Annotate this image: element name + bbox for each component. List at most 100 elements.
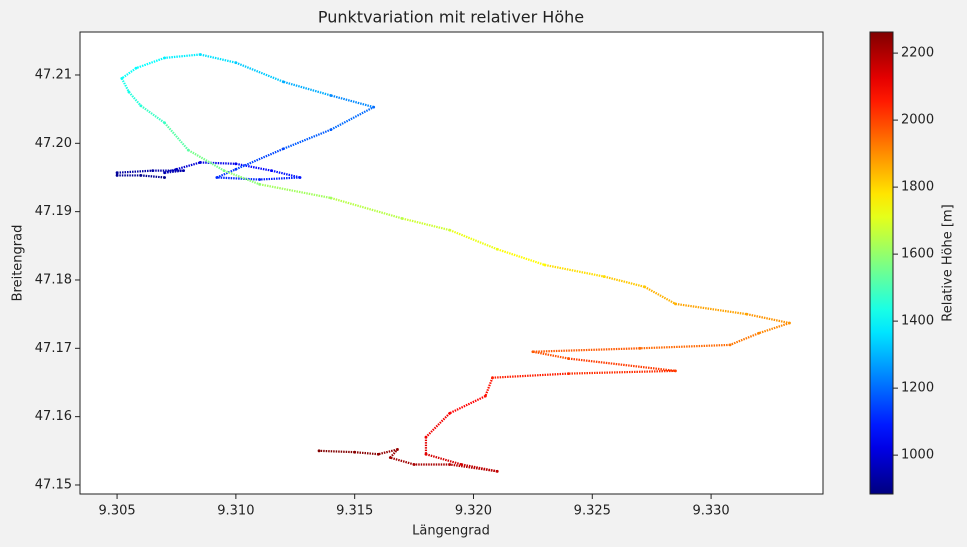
point	[638, 346, 642, 350]
track-segment	[389, 448, 399, 459]
colorbar-tick-label: 2200	[901, 46, 934, 61]
track-segment	[117, 169, 153, 174]
track-segment	[544, 263, 605, 278]
track-segment	[484, 377, 494, 397]
track-segment	[283, 80, 332, 97]
point	[298, 176, 302, 179]
colorbar-tick-label: 2000	[901, 113, 934, 128]
colorbar	[869, 31, 894, 495]
colorbar-tick-label: 1000	[901, 448, 934, 463]
colorbar-label: Relative Höhe [m]	[941, 204, 956, 321]
point	[258, 178, 262, 181]
track-segment	[378, 448, 398, 456]
y-tick-label: 47.17	[35, 341, 72, 356]
point	[460, 463, 463, 466]
colorbar-tick-label: 1800	[901, 180, 934, 195]
point	[234, 167, 238, 171]
x-tick-label: 9.315	[336, 504, 373, 519]
point	[745, 312, 749, 316]
y-tick-label: 47.21	[35, 67, 72, 82]
track-segment	[568, 369, 676, 375]
point	[567, 372, 570, 375]
chart-title: Punktvariation mit relativer Höhe	[318, 8, 584, 27]
point	[788, 321, 791, 325]
track-segment	[492, 372, 569, 379]
point	[186, 148, 190, 152]
track-segment	[425, 453, 462, 466]
point	[115, 174, 119, 177]
point	[182, 169, 185, 173]
track-segment	[425, 412, 451, 438]
track-segment	[187, 149, 225, 172]
point	[495, 469, 499, 473]
point	[163, 56, 166, 60]
point	[412, 463, 416, 466]
track-segment	[163, 122, 190, 151]
y-axis-label: Breitengrad	[11, 225, 26, 302]
track-segment	[164, 168, 177, 174]
track-segment	[330, 106, 375, 131]
track-segment	[140, 174, 165, 179]
track-segment	[401, 217, 450, 232]
point	[424, 452, 428, 456]
y-tick-label: 47.20	[35, 136, 72, 151]
point	[388, 456, 392, 460]
point	[139, 104, 143, 108]
point	[483, 394, 487, 398]
y-tick-label: 47.15	[35, 477, 72, 492]
colorbar-tick-label: 1400	[901, 314, 934, 329]
track-segment	[128, 91, 142, 107]
track-segment	[200, 161, 236, 165]
point	[281, 147, 285, 151]
point	[270, 169, 273, 173]
point	[448, 411, 452, 415]
point	[198, 53, 202, 56]
track-segment	[449, 229, 498, 251]
point	[120, 76, 124, 80]
x-tick-label: 9.310	[217, 504, 254, 519]
point	[372, 105, 376, 109]
point	[329, 196, 333, 200]
point	[329, 94, 333, 97]
track-segment	[199, 53, 237, 64]
x-tick-label: 9.330	[692, 504, 729, 519]
point	[163, 176, 166, 179]
point	[115, 171, 119, 175]
point	[674, 302, 677, 306]
x-tick-label: 9.325	[574, 504, 611, 519]
track-segment	[729, 332, 760, 346]
track-segment	[120, 77, 130, 93]
track-segment	[758, 321, 790, 335]
track-segment	[318, 449, 355, 454]
point	[424, 435, 428, 439]
point	[163, 121, 166, 125]
track-segment	[532, 347, 640, 353]
point	[215, 176, 219, 179]
point	[448, 228, 452, 232]
track-segment	[532, 350, 569, 360]
track-segment	[216, 168, 237, 179]
point	[234, 61, 238, 65]
track-segment	[675, 302, 747, 316]
point	[757, 331, 761, 335]
track-segment	[449, 395, 486, 415]
track-segment	[639, 343, 731, 350]
x-axis-label: Längengrad	[412, 524, 490, 539]
point	[396, 448, 399, 451]
point	[567, 357, 570, 360]
track-segment	[235, 147, 284, 171]
track-segment	[354, 451, 379, 456]
x-tick-label: 9.320	[455, 504, 492, 519]
x-tick-label: 9.305	[98, 504, 135, 519]
point	[643, 285, 646, 289]
track-segment	[259, 183, 332, 200]
y-tick-label: 47.16	[35, 409, 72, 424]
point	[234, 162, 238, 166]
track-segment	[644, 285, 676, 305]
point	[531, 350, 535, 354]
point	[127, 90, 131, 94]
point	[175, 167, 178, 171]
point	[281, 80, 285, 84]
point	[317, 449, 321, 453]
